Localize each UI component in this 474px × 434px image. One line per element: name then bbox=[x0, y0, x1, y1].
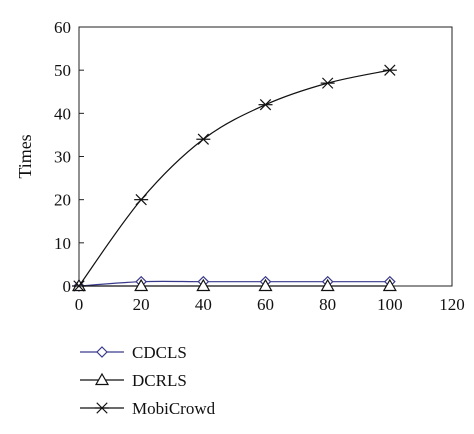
legend-marker-dcrls bbox=[94, 372, 110, 386]
series-line-mobicrowd bbox=[78, 69, 390, 287]
legend-label-cdcls: CDCLS bbox=[132, 343, 187, 362]
x-tick-label: 0 bbox=[75, 295, 84, 314]
legend: CDCLS DCRLS MobiCrowd bbox=[80, 343, 216, 418]
legend-item-dcrls: DCRLS bbox=[80, 371, 187, 390]
y-tick-label: 40 bbox=[54, 104, 71, 123]
legend-item-cdcls: CDCLS bbox=[80, 343, 187, 362]
data-point-mobicrowd bbox=[382, 64, 397, 76]
y-tick-label: 10 bbox=[54, 234, 71, 253]
data-point-dcrls bbox=[258, 278, 273, 292]
series-mobicrowd bbox=[72, 64, 397, 292]
data-point-mobicrowd-stroke bbox=[384, 64, 396, 76]
data-point-mobicrowd-stroke bbox=[135, 193, 147, 206]
data-point-mobicrowd bbox=[196, 133, 211, 145]
series-cdcls bbox=[73, 275, 396, 292]
data-point-mobicrowd-stroke bbox=[197, 133, 210, 145]
legend-marker-mobicrowd bbox=[95, 402, 109, 414]
legend-marker-mobicrowd-stroke bbox=[96, 402, 108, 414]
legend-label-dcrls: DCRLS bbox=[132, 371, 187, 390]
series-line-cdcls bbox=[78, 280, 390, 287]
y-tick-label: 30 bbox=[54, 148, 71, 167]
data-point-dcrls bbox=[134, 278, 149, 292]
data-point-mobicrowd-stroke bbox=[259, 99, 272, 111]
data-point-mobicrowd bbox=[258, 99, 273, 111]
data-point-mobicrowd bbox=[134, 193, 149, 206]
series-layer bbox=[71, 64, 397, 292]
data-point-mobicrowd bbox=[72, 280, 86, 292]
legend-marker-cdcls bbox=[96, 346, 108, 358]
y-tick-label: 20 bbox=[54, 191, 71, 210]
y-tick-label: 50 bbox=[54, 61, 71, 80]
data-point-dcrls bbox=[196, 278, 211, 292]
data-point-mobicrowd bbox=[320, 77, 335, 89]
axes: 0 20 40 60 80 100 120 0 10 20 30 40 50 60 Times bbox=[15, 18, 465, 314]
x-tick-label: 100 bbox=[377, 295, 403, 314]
plot-frame bbox=[78, 26, 453, 287]
y-axis-title: Times bbox=[15, 134, 35, 178]
x-tick-label: 80 bbox=[319, 295, 336, 314]
data-point-dcrls bbox=[320, 278, 335, 292]
series-dcrls bbox=[71, 278, 397, 292]
y-tick-label: 0 bbox=[63, 277, 72, 296]
data-point-dcrls bbox=[382, 278, 397, 292]
legend-item-mobicrowd: MobiCrowd bbox=[80, 399, 216, 418]
data-point-mobicrowd-stroke bbox=[321, 77, 334, 89]
x-tick-label: 60 bbox=[257, 295, 274, 314]
x-tick-label: 40 bbox=[195, 295, 212, 314]
x-tick-label: 120 bbox=[439, 295, 465, 314]
data-point-mobicrowd-stroke bbox=[73, 280, 85, 292]
x-tick-label: 20 bbox=[133, 295, 150, 314]
legend-label-mobicrowd: MobiCrowd bbox=[132, 399, 216, 418]
y-tick-label: 60 bbox=[54, 18, 71, 37]
